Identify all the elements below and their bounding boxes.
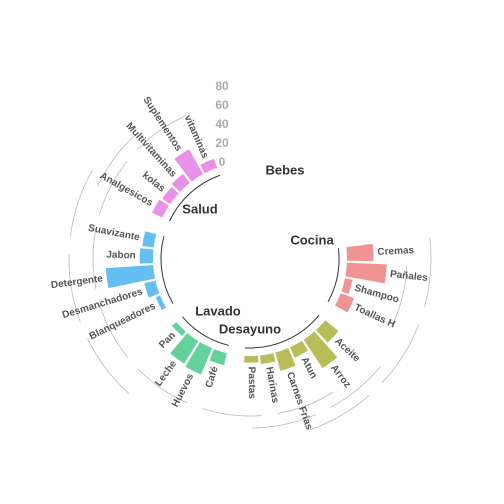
leader-multivitaminas: [97, 133, 137, 186]
bar-label-shampoo: Shampoo: [353, 283, 400, 306]
bar-vitaminas: [200, 158, 218, 174]
tick-label: 40: [215, 117, 229, 131]
group-arc-salud: [169, 174, 221, 222]
group-label-desayuno: Desayuno: [219, 321, 281, 336]
tick-label: 0: [219, 155, 226, 169]
bar-label-huevos: Huevos: [170, 372, 196, 410]
group-arcs: [160, 174, 340, 349]
bar-desmanchadores: [144, 280, 160, 298]
tick-label: 60: [215, 98, 229, 112]
bar-analgesicos: [151, 199, 169, 218]
bar-kolas: [162, 187, 179, 205]
bar-jabon: [139, 248, 154, 264]
leader-blanqueadores: [87, 338, 130, 394]
radial-tick-labels: 80 60 40 20 0: [215, 79, 229, 169]
leader-kolas: [99, 160, 128, 215]
bar-blanqueadores: [155, 295, 167, 311]
leader-toallas-h: [392, 266, 408, 325]
leader-pan: [137, 368, 188, 404]
label-leader-lines: [68, 114, 432, 431]
tick-label: 80: [215, 79, 229, 93]
leader-carnes-frias: [309, 394, 370, 431]
bar-pastas: [244, 355, 259, 363]
group-label-bebes: Bebes: [265, 162, 304, 177]
bar-leche: [170, 333, 199, 364]
bar-label-jabon: Jabon: [106, 250, 136, 262]
bar-label-harinas: Harinas: [263, 366, 280, 404]
leader-desmanchadores: [99, 304, 129, 358]
leader-cafe: [201, 408, 262, 417]
bar-label-pan: Pan: [157, 330, 178, 351]
bar-label-suavizante: Suavizante: [87, 223, 141, 244]
bar-atun: [290, 340, 309, 358]
bar-pan: [171, 322, 186, 336]
bar-shampoo: [341, 278, 353, 294]
bar-multivitaminas: [171, 173, 190, 192]
bar-cremas: [346, 243, 374, 262]
group-arc-desayuno: [181, 316, 229, 346]
leader-shampoo: [424, 238, 432, 308]
group-labels: Bebes Cocina Desayuno Lavado Salud: [182, 162, 334, 336]
group-arc-bebes: [327, 248, 340, 302]
bar-carnes-frias: [275, 348, 296, 371]
tick-label: 20: [215, 136, 229, 150]
leader-analgesicos: [70, 170, 93, 237]
bar-label-atun: Atun: [298, 355, 319, 380]
leader-aceite: [381, 324, 420, 384]
bar-panales: [345, 262, 387, 284]
bars: [105, 149, 387, 375]
leader-atun: [330, 366, 381, 409]
bar-label-arroz: Arroz: [328, 363, 353, 390]
bar-label-aceite: Aceite: [332, 336, 362, 365]
bar-detergente: [105, 265, 155, 289]
group-label-salud: Salud: [182, 201, 217, 216]
leader-vitaminas: [137, 114, 187, 150]
bar-label-panales: Pañales: [389, 269, 428, 284]
bar-label-toallas-h: Toallas H: [352, 302, 396, 330]
leader-suavizante: [92, 229, 97, 290]
bar-label-cremas: Cremas: [377, 245, 415, 258]
bar-suplementos: [174, 149, 203, 182]
leader-harinas: [277, 391, 334, 415]
bar-aceite: [315, 320, 339, 343]
bar-arroz: [303, 331, 338, 369]
bar-toallas-h: [335, 293, 355, 313]
leader-pastas: [252, 414, 316, 429]
bar-label-cafe: Café: [204, 365, 221, 389]
bar-label-leche: Leche: [153, 358, 179, 388]
bar-suavizante: [142, 231, 157, 248]
leader-jabon: [68, 253, 81, 323]
bar-cafe: [209, 349, 227, 366]
group-arc-lavado: [160, 236, 174, 304]
group-label-lavado: Lavado: [195, 303, 241, 318]
group-arc-cocina: [244, 314, 320, 349]
bar-harinas: [260, 353, 276, 364]
bar-huevos: [185, 342, 213, 375]
bar-label-pastas: Pastas: [246, 367, 257, 400]
group-label-cocina: Cocina: [290, 232, 334, 247]
bar-label-kolas: kolas: [140, 170, 167, 195]
